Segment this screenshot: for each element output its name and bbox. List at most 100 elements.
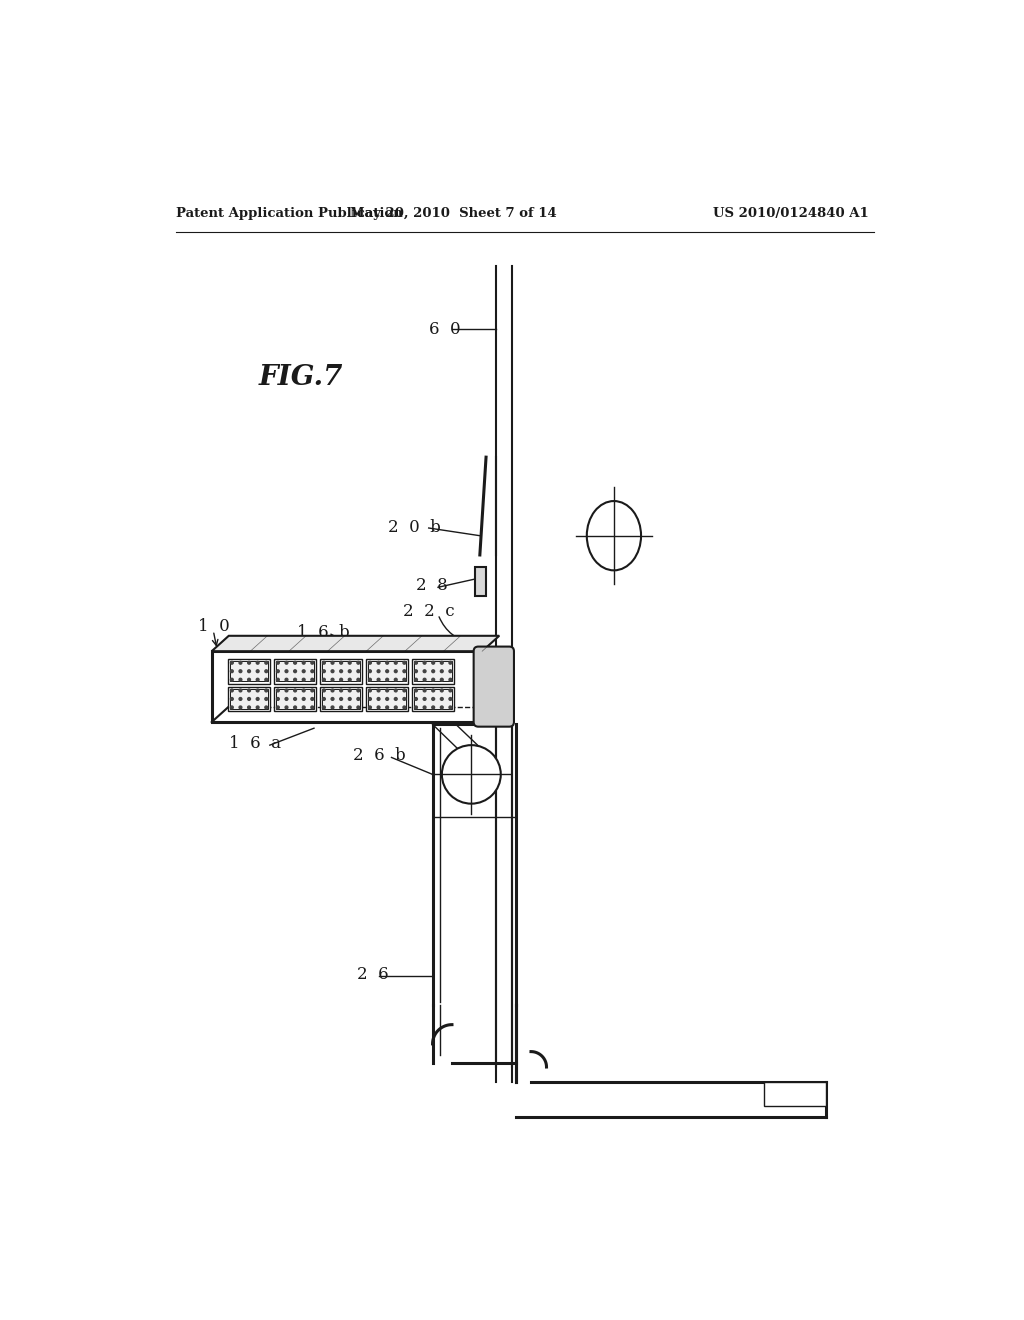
Circle shape	[248, 669, 251, 673]
Polygon shape	[212, 636, 500, 651]
Circle shape	[311, 669, 313, 673]
Circle shape	[302, 678, 305, 681]
Ellipse shape	[587, 502, 641, 570]
Circle shape	[377, 706, 380, 709]
Circle shape	[377, 689, 380, 692]
Circle shape	[265, 697, 267, 701]
Circle shape	[239, 669, 242, 673]
Circle shape	[265, 689, 267, 692]
Bar	[367, 686, 409, 711]
Circle shape	[403, 706, 406, 709]
Circle shape	[386, 669, 388, 673]
Circle shape	[239, 689, 242, 692]
Circle shape	[449, 661, 452, 664]
Circle shape	[377, 697, 380, 701]
Circle shape	[256, 678, 259, 681]
Circle shape	[415, 689, 418, 692]
Bar	[323, 661, 359, 681]
Circle shape	[230, 697, 233, 701]
Circle shape	[394, 669, 397, 673]
Circle shape	[294, 706, 297, 709]
Circle shape	[394, 706, 397, 709]
Circle shape	[323, 697, 326, 701]
Bar	[212, 651, 482, 722]
Circle shape	[369, 678, 372, 681]
Circle shape	[256, 689, 259, 692]
Circle shape	[386, 697, 388, 701]
Bar	[764, 1082, 825, 1105]
Bar	[228, 686, 270, 711]
Circle shape	[423, 697, 426, 701]
Circle shape	[440, 678, 443, 681]
Circle shape	[340, 678, 342, 681]
Circle shape	[285, 661, 288, 664]
Circle shape	[276, 669, 280, 673]
Circle shape	[357, 697, 359, 701]
Bar	[276, 661, 313, 681]
Bar	[228, 659, 270, 684]
Circle shape	[348, 678, 351, 681]
Circle shape	[302, 706, 305, 709]
Circle shape	[302, 669, 305, 673]
Circle shape	[423, 678, 426, 681]
Circle shape	[403, 678, 406, 681]
Circle shape	[357, 678, 359, 681]
Circle shape	[230, 706, 233, 709]
Text: 2  8: 2 8	[417, 577, 449, 594]
Circle shape	[449, 706, 452, 709]
Bar	[230, 689, 268, 709]
Circle shape	[357, 706, 359, 709]
Circle shape	[285, 706, 288, 709]
Bar	[412, 686, 455, 711]
Circle shape	[377, 669, 380, 673]
Bar	[274, 686, 316, 711]
Circle shape	[423, 661, 426, 664]
Circle shape	[256, 706, 259, 709]
Circle shape	[276, 706, 280, 709]
Circle shape	[403, 689, 406, 692]
Circle shape	[311, 678, 313, 681]
Circle shape	[348, 661, 351, 664]
Circle shape	[348, 669, 351, 673]
Text: US 2010/0124840 A1: US 2010/0124840 A1	[713, 207, 869, 220]
Circle shape	[415, 697, 418, 701]
Circle shape	[415, 678, 418, 681]
Circle shape	[323, 678, 326, 681]
Bar	[367, 659, 409, 684]
Circle shape	[340, 697, 342, 701]
Circle shape	[369, 697, 372, 701]
Text: 2  0  b: 2 0 b	[388, 520, 440, 536]
Circle shape	[440, 669, 443, 673]
Circle shape	[357, 689, 359, 692]
Bar	[415, 689, 452, 709]
Circle shape	[403, 697, 406, 701]
Circle shape	[357, 661, 359, 664]
Circle shape	[449, 678, 452, 681]
Circle shape	[248, 706, 251, 709]
Text: 6  0: 6 0	[429, 321, 461, 338]
Circle shape	[256, 697, 259, 701]
Text: 1  0: 1 0	[198, 618, 229, 635]
Circle shape	[311, 689, 313, 692]
Circle shape	[432, 678, 434, 681]
Circle shape	[311, 706, 313, 709]
Circle shape	[357, 669, 359, 673]
Circle shape	[331, 697, 334, 701]
Circle shape	[230, 678, 233, 681]
Circle shape	[323, 669, 326, 673]
Text: 1  6  a: 1 6 a	[228, 735, 281, 752]
Circle shape	[294, 678, 297, 681]
Circle shape	[432, 661, 434, 664]
Circle shape	[394, 678, 397, 681]
Circle shape	[386, 678, 388, 681]
Circle shape	[276, 689, 280, 692]
Bar	[369, 689, 406, 709]
Bar	[412, 659, 455, 684]
Circle shape	[340, 706, 342, 709]
Circle shape	[394, 661, 397, 664]
Circle shape	[432, 669, 434, 673]
Circle shape	[323, 706, 326, 709]
Circle shape	[432, 706, 434, 709]
Bar	[276, 689, 313, 709]
Circle shape	[432, 697, 434, 701]
